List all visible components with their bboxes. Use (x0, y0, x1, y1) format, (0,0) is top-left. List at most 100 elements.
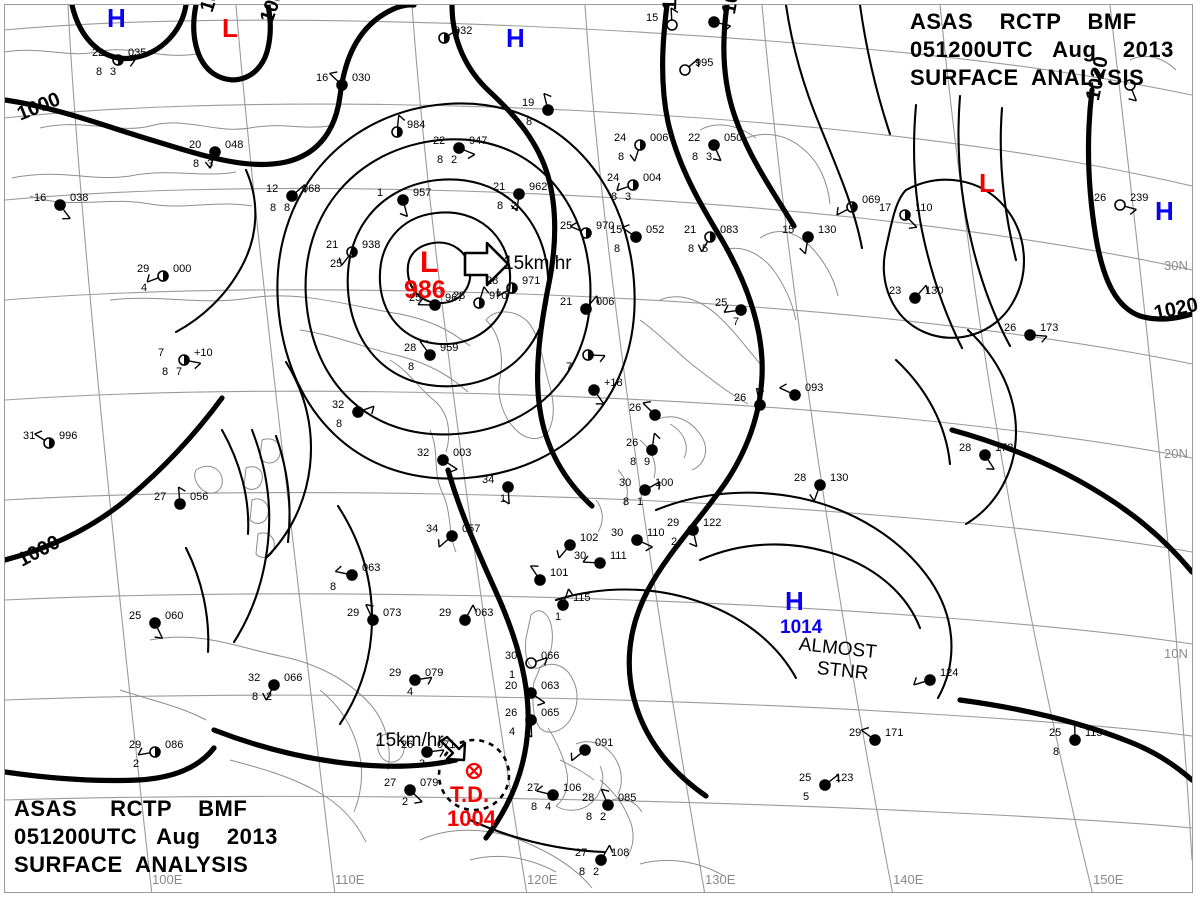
station-plot-symbol (204, 146, 221, 169)
station-temperature: 28 (486, 275, 499, 287)
station-pressure: 100 (655, 477, 674, 489)
station-dewpoint: 8 (252, 691, 259, 703)
station-pressure: 006 (650, 132, 669, 144)
station-dewpoint: 8 (614, 243, 621, 255)
header-top-line1: ASAS RCTP BMF (910, 9, 1137, 34)
station-pressure: 970 (596, 220, 615, 232)
low-symbol-main: L (420, 246, 439, 279)
station-plot-symbol (979, 449, 995, 470)
station-temperature: 26 (1004, 322, 1017, 334)
station-pressure: 115 (573, 592, 591, 604)
station-cloud-code: 3 (706, 151, 713, 163)
graticule-longitudes (67, 5, 1192, 892)
station-pressure: 239 (1130, 192, 1149, 204)
station-plot-symbol (836, 201, 858, 216)
high-symbol-northwest: H (107, 3, 126, 33)
longitude-label: 140E (893, 872, 924, 887)
station-pressure: 130 (925, 285, 944, 297)
station-plot-symbol (149, 617, 164, 639)
station-temperature: 30 (505, 650, 518, 662)
station-plot-symbol (146, 270, 169, 283)
station-temperature: 17 (879, 202, 892, 214)
station-plot-symbol (536, 785, 559, 801)
station-pressure: 947 (469, 135, 488, 147)
station-plot-symbol (112, 54, 136, 67)
station-pressure: 050 (724, 132, 743, 144)
station-dewpoint: 8 (270, 202, 277, 214)
header-bottom-line2: 051200UTC Aug 2013 (14, 824, 278, 850)
station-pressure: 172 (995, 442, 1014, 454)
station-pressure: 967 (445, 292, 464, 304)
station-pressure: 032 (454, 25, 473, 37)
station-plot-symbol (542, 92, 554, 116)
station-plot-symbol (588, 384, 605, 405)
station-cloud-code: 4 (545, 801, 552, 813)
station-plot-symbol (557, 588, 574, 611)
station-plot-symbol (639, 481, 661, 496)
longitude-label: 150E (1093, 872, 1124, 887)
station-plot-symbol (473, 286, 490, 309)
station-plot-symbol (391, 114, 406, 138)
longitude-label: 130E (705, 872, 736, 887)
station-temperature: 31 (23, 430, 36, 442)
station-pressure: 130 (818, 224, 837, 236)
station-temperature: 29 (667, 517, 680, 529)
station-pressure: 106 (563, 782, 582, 794)
station-cloud-code: 8 (284, 202, 291, 214)
station-plot-symbol (524, 714, 537, 738)
station-dewpoint: 8 (623, 496, 630, 508)
station-plot-symbol (419, 340, 436, 361)
station-plot-symbol (334, 565, 358, 581)
station-temperature: 30 (574, 550, 587, 562)
td-motion-arrow (439, 735, 467, 762)
station-cloud-code: 2 (593, 866, 600, 878)
station-cloud-code: 2 (511, 200, 518, 212)
station-cloud-code: 1 (500, 493, 507, 505)
station-plot-symbol (1124, 79, 1138, 102)
station-temperature: 25 (715, 297, 728, 309)
station-plot-symbol (679, 58, 700, 76)
station-cloud-code: 1 (637, 496, 644, 508)
low-pressure-value-main: 986 (404, 276, 446, 304)
high-symbol-north: H (506, 23, 525, 53)
station-pressure: 000 (173, 263, 192, 275)
station-dewpoint: 8 (162, 366, 169, 378)
isobars-heavy (5, 5, 1192, 841)
station-temperature: 22 (688, 132, 701, 144)
station-dewpoint: 8 (437, 154, 444, 166)
station-plot-symbol (262, 679, 280, 701)
station-pressure: 959 (440, 342, 459, 354)
station-pressure: 108 (611, 847, 630, 859)
station-plot-symbol (860, 726, 881, 746)
isobar-label: 1000 (659, 0, 684, 11)
station-plot-symbol (666, 7, 679, 31)
station-temperature: 16 (316, 72, 329, 84)
station-plot-symbol (437, 530, 458, 548)
td-label: T.D. (450, 782, 490, 807)
station-temperature: 7 (158, 347, 165, 359)
latitude-label: 20N (1164, 446, 1188, 461)
station-plot-symbol (338, 246, 358, 266)
station-temperature: 27 (384, 777, 397, 789)
station-plot-symbol (582, 555, 606, 569)
station-plot-symbol (417, 297, 441, 311)
station-plot-symbol (409, 674, 433, 686)
station-dewpoint: 8 (497, 200, 504, 212)
station-pressure: 996 (59, 430, 78, 442)
station-pressure: 048 (225, 139, 244, 151)
station-plot-symbol (1024, 329, 1048, 343)
station-cloud-code: 3 (625, 191, 632, 203)
station-temperature: 21 (326, 239, 339, 251)
longitude-label: 120E (527, 872, 558, 887)
station-plot-symbol (525, 657, 548, 669)
station-cloud-code: 9 (644, 456, 651, 468)
station-pressure: 970 (489, 290, 508, 302)
station-pressure: 091 (595, 737, 614, 749)
station-dewpoint: 8 (531, 801, 538, 813)
station-plot-symbol (642, 401, 661, 421)
station-pressure: 035 (128, 47, 147, 59)
station-plot-symbol (687, 524, 699, 548)
station-pressure: 068 (302, 183, 321, 195)
station-temperature: 25 (409, 292, 422, 304)
station-pressure: 079 (425, 667, 444, 679)
